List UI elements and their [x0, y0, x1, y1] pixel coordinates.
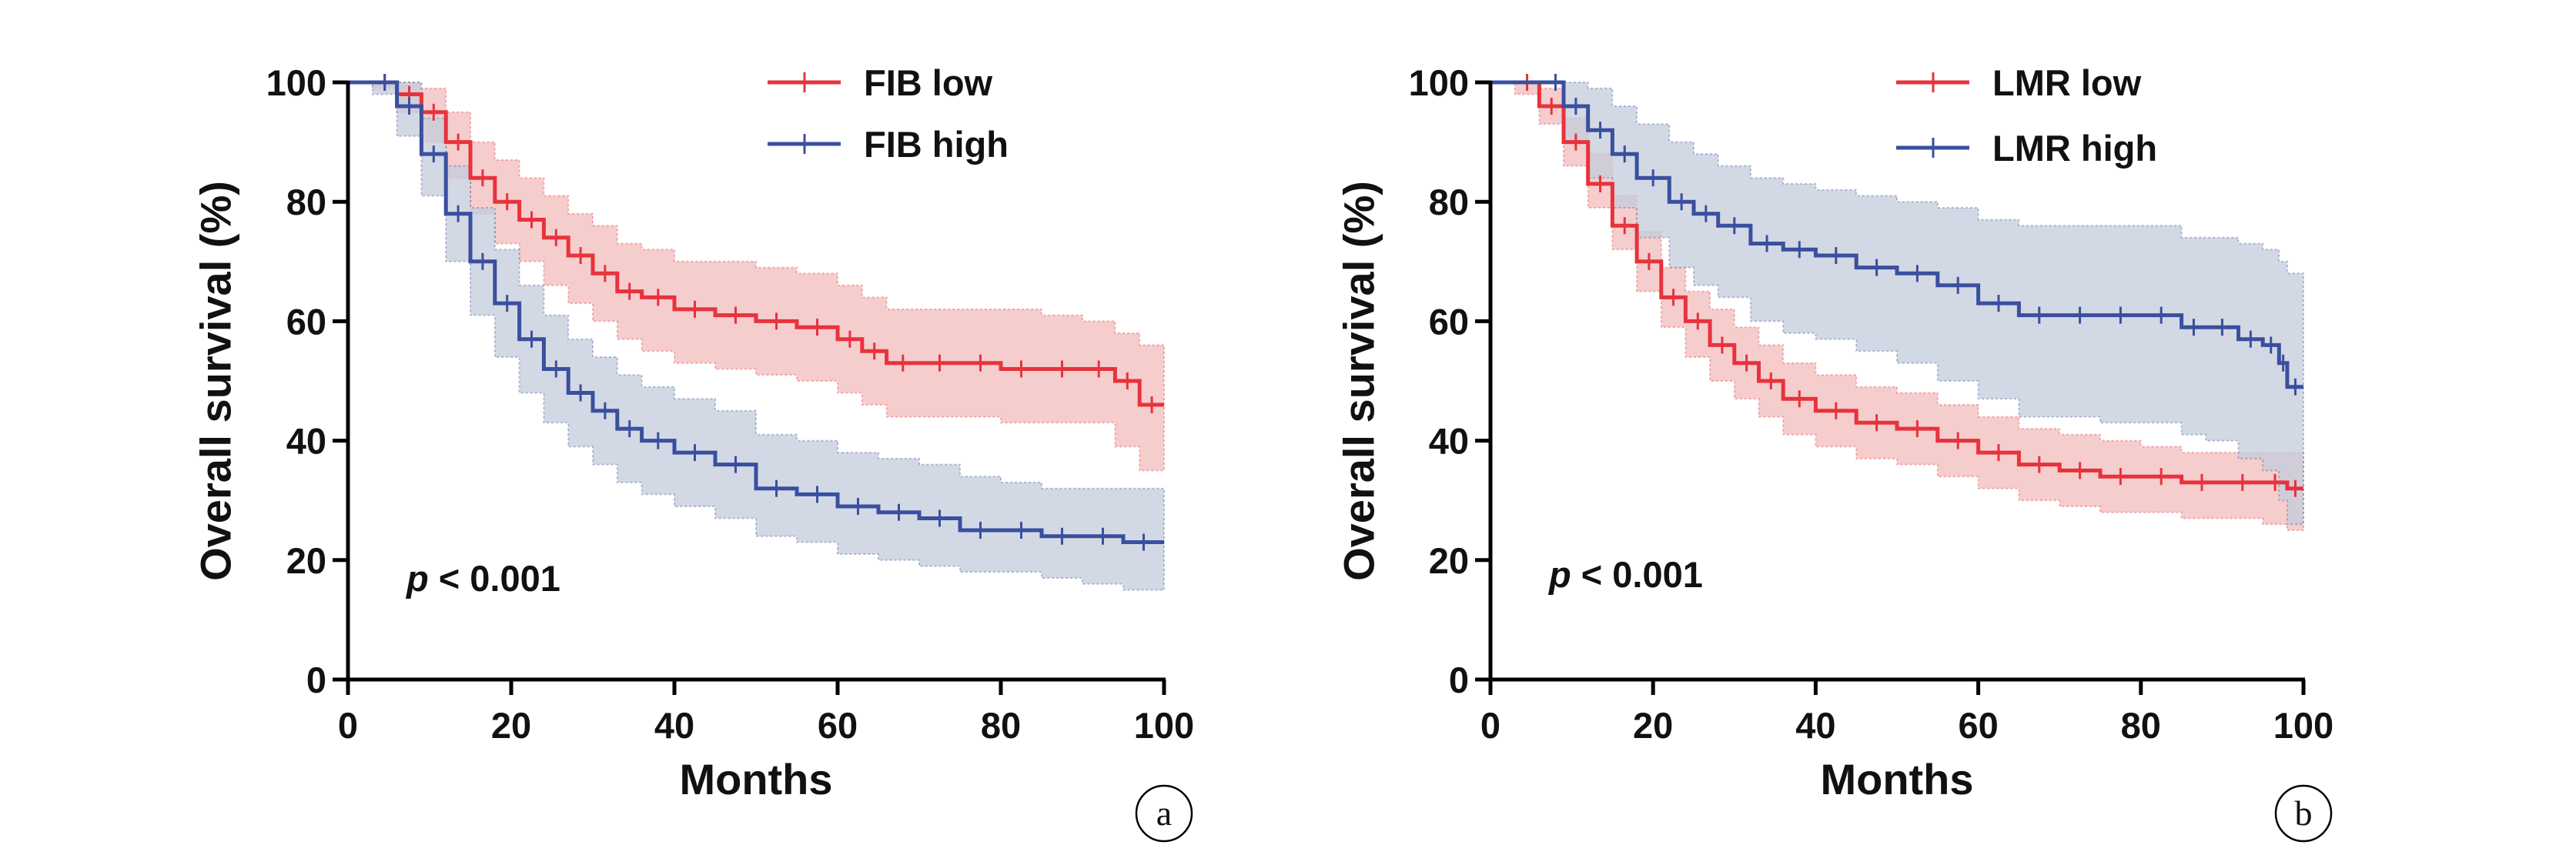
y-tick-label: 80: [1429, 182, 1469, 222]
panel-label-circle: [2274, 784, 2333, 843]
panel-label: a: [1156, 793, 1172, 833]
y-tick-label: 40: [286, 421, 326, 462]
y-tick-label: 0: [1449, 660, 1469, 700]
confidence-band-fib-low: [348, 82, 1165, 472]
x-tick-label: 80: [2121, 705, 2161, 746]
x-axis-title: Months: [679, 755, 832, 803]
x-tick-label: 40: [1795, 705, 1835, 746]
y-tick-label: 60: [1429, 301, 1469, 342]
y-tick-label: 60: [286, 301, 326, 342]
x-tick-label: 0: [338, 705, 358, 746]
y-axis-title: Overall survival (%): [192, 181, 240, 581]
p-value-text: < 0.001: [1571, 554, 1703, 595]
y-tick-label: 100: [266, 62, 326, 103]
x-tick-label: 20: [491, 705, 531, 746]
confidence-band-lmr-high: [1490, 82, 2304, 526]
y-tick-label: 20: [286, 540, 326, 581]
legend-label: LMR high: [1992, 128, 2157, 169]
p-value-text: < 0.001: [429, 558, 560, 599]
survival-line-lmr-high: [1490, 80, 2303, 389]
p-symbol: p: [405, 558, 429, 599]
p-value-annotation: p < 0.001: [405, 558, 560, 599]
x-tick-label: 60: [818, 705, 858, 746]
survival-line-fib-low: [348, 80, 1164, 407]
panel-label: b: [2295, 793, 2313, 833]
y-tick-label: 80: [286, 182, 326, 222]
y-tick-label: 100: [1409, 62, 1469, 103]
x-tick-label: 100: [1134, 705, 1194, 746]
chart-panel-a: 0 20 40 60 80 100 0 20 40 60 80 100 Months Overall su…: [192, 62, 1194, 843]
x-tick-label: 60: [1958, 705, 1998, 746]
p-symbol: p: [1547, 554, 1571, 595]
legend-label: FIB low: [864, 62, 993, 103]
x-tick-label: 0: [1480, 705, 1500, 746]
y-tick-label: 20: [1429, 540, 1469, 581]
panel-label-circle: [1135, 784, 1193, 843]
y-axis-title: Overall survival (%): [1335, 181, 1383, 581]
x-tick-label: 80: [981, 705, 1021, 746]
p-value-annotation: p < 0.001: [1547, 554, 1703, 595]
survival-line-fib-high: [348, 80, 1164, 544]
legend-label: FIB high: [864, 124, 1009, 165]
x-tick-label: 40: [654, 705, 694, 746]
y-tick-label: 40: [1429, 421, 1469, 462]
x-axis-title: Months: [1820, 755, 1973, 803]
x-tick-label: 20: [1633, 705, 1673, 746]
x-tick-label: 100: [2273, 705, 2333, 746]
chart-panel-b: 0 20 40 60 80 100 0 20 40 60 80 100 Months Overall su…: [1335, 62, 2333, 843]
y-tick-label: 0: [306, 660, 326, 700]
legend-label: LMR low: [1992, 62, 2142, 103]
